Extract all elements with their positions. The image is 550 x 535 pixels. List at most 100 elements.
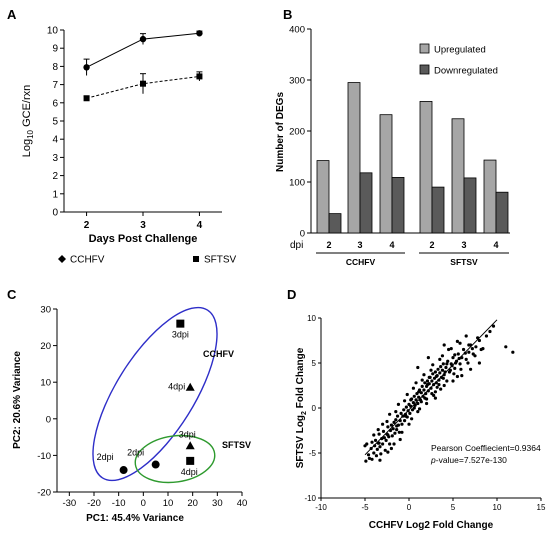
chart-c-y-tick-label: 0 [46,414,51,425]
legend-marker-cchfv [58,255,66,263]
data-point [400,422,404,426]
data-point [380,437,384,441]
data-point [453,366,457,370]
data-point [376,428,380,432]
data-point [404,405,408,409]
chart-b-y-tick-label: 100 [289,178,305,189]
data-point [367,456,371,460]
data-point [417,395,421,399]
data-point [442,373,446,377]
bar-downregulated [328,213,342,234]
chart-d-x-tick-label: 10 [493,503,502,512]
data-point [439,365,443,369]
data-point [453,353,457,357]
chart-a-series-line [86,75,200,99]
data-point [405,392,409,397]
data-point [389,423,393,427]
chart-b-dpi-label: 3 [461,240,466,250]
data-point [425,379,430,383]
bar-upregulated [379,114,393,234]
data-point [477,338,481,343]
data-point [461,347,466,352]
data-point [433,396,437,400]
legend-swatch [419,43,430,54]
chart-c-x-tick-label: -20 [87,498,101,509]
cchfv-cluster-ellipse [92,306,218,482]
data-point [467,343,471,347]
data-point [456,352,460,356]
legend-label: Downregulated [434,66,498,77]
chart-a-x-tick-label: 2 [84,220,90,231]
data-point [463,351,467,355]
data-point [390,434,394,438]
data-point [469,367,473,371]
legend-label: Upregulated [434,45,486,56]
data-point [427,375,431,379]
data-point [398,437,402,442]
pca-point-square [186,456,195,465]
data-point [400,430,404,434]
data-point [474,345,478,349]
data-point [438,371,442,375]
data-point [372,451,376,455]
data-point [467,350,471,354]
chart-c-y-tick-label: 20 [40,341,51,352]
data-point [460,374,464,378]
data-point [395,414,400,418]
data-point [504,345,508,349]
data-point [392,420,396,424]
chart-d-x-tick-label: 0 [407,503,412,512]
data-point [439,387,443,391]
data-point [448,368,452,372]
data-point [410,417,414,421]
data-point [440,368,445,372]
chart-a-x-tick-label: 3 [140,220,146,231]
panel-label-c: C [7,287,17,302]
chart-a-point-cchfv [196,30,203,37]
data-point [470,347,474,351]
chart-c-y-tick-label: 30 [40,305,51,316]
chart-d-x-tick-label: 15 [537,503,546,512]
sftsv-cluster-label: SFTSV [222,440,251,450]
chart-b-group-label: CCHFV [346,257,376,267]
data-point [429,386,433,390]
data-point [383,448,387,452]
pca-point-triangle [185,382,195,391]
data-point [433,390,437,394]
chart-d-y-axis-title: SFTSV Log2 Fold Change [295,347,308,468]
chart-c-x-tick-label: -10 [112,498,126,509]
data-point [374,454,379,458]
bar-upregulated [483,159,497,234]
data-point [408,411,412,415]
pca-point-triangle [185,441,195,450]
data-point [370,440,374,444]
data-point [422,373,426,377]
data-point [488,329,492,334]
chart-c-x-tick-label: -30 [62,498,76,509]
cchfv-cluster-label: CCHFV [203,349,234,359]
data-point [426,356,430,360]
data-point [464,334,468,338]
data-point [393,431,397,435]
chart-c-y-tick-label: 10 [40,378,51,389]
chart-b-group-label: SFTSV [450,257,478,267]
data-point [441,362,445,366]
chart-b-y-tick-label: 400 [289,25,305,36]
data-point [382,436,386,440]
chart-b-y-tick-label: 0 [300,229,305,240]
data-point [433,370,437,374]
bar-downregulated [463,177,477,234]
chart-d-y-tick-label: 0 [312,404,317,413]
data-point [407,422,411,426]
chart-d-y-tick-label: 5 [312,359,317,368]
data-point [449,347,453,351]
data-point [430,379,434,383]
data-point [434,374,438,379]
pca-point-label: 3dpi [172,330,189,340]
data-point [440,354,445,358]
data-point [447,347,451,352]
data-point [392,442,396,446]
data-point [378,445,382,449]
data-point [394,410,398,414]
data-point [370,457,374,461]
